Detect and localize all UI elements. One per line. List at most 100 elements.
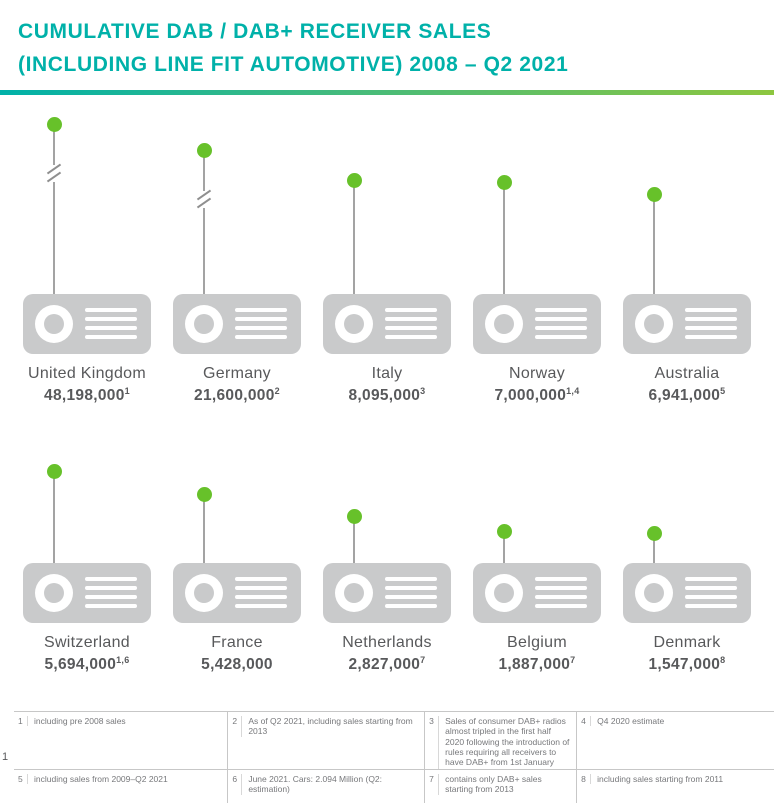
value-superscript: 1,6 [116,655,130,666]
radio-icon [623,563,751,624]
antenna-dot-icon [646,187,662,203]
radio-icon [623,294,751,355]
value-superscript: 2 [274,386,280,397]
footnote-7: 7 contains only DAB+ sales starting from … [425,769,578,803]
radio-pictogram [623,465,751,624]
value-superscript: 7 [570,655,576,666]
value-superscript: 5 [720,386,726,397]
value-superscript: 3 [420,386,426,397]
value-number: 7,000,000 [494,387,567,405]
value-label: 48,198,0001 [44,386,130,405]
footnotes-table: 1 including pre 2008 sales 2 As of Q2 2021… [14,711,774,803]
value-label: 2,827,0007 [349,655,426,674]
footnote-number: 3 [429,716,434,726]
radio-speaker-icon [335,305,373,344]
radio-speaker-icon [185,305,223,344]
value-label: 6,941,0005 [649,386,726,405]
value-label: 8,095,0003 [349,386,426,405]
footnote-number: 8 [581,774,586,784]
chart-column-australia: Australia 6,941,0005 [612,118,762,405]
antenna-line [346,509,362,564]
radio-speaker-icon [185,574,223,613]
value-number: 1,547,000 [648,656,721,674]
radio-grille-icon [385,577,437,613]
radio-speaker-icon [485,305,523,344]
value-number: 5,428,000 [201,656,273,674]
radio-icon [473,563,601,624]
footnote-number: 1 [18,716,23,726]
chart-row-2: Switzerland 5,694,0001,6 France 5,428,00… [12,464,762,674]
radio-icon [23,294,151,355]
footnote-text: contains only DAB+ sales starting from 2… [438,774,570,795]
chart-column-belgium: Belgium 1,887,0007 [462,465,612,674]
value-label: 1,887,0007 [499,655,576,674]
page-number: 1 [2,751,9,763]
footnote-4: 4 Q4 2020 estimate [577,712,774,769]
value-number: 6,941,000 [648,387,721,405]
value-label: 5,428,000 [201,655,273,674]
chart-column-united-kingdom: United Kingdom 48,198,0001 [12,117,162,405]
antenna-dot-icon [196,487,212,503]
country-label: Netherlands [342,634,432,652]
chart-column-italy: Italy 8,095,0003 [312,118,462,405]
radio-grille-icon [385,308,437,344]
radio-speaker-icon [485,574,523,613]
value-label: 21,600,0002 [194,386,280,405]
antenna-dot-icon [196,143,212,159]
radio-pictogram [173,118,301,355]
antenna-dot-icon [646,526,662,542]
value-label: 7,000,0001,4 [494,386,579,405]
chart-area: United Kingdom 48,198,0001 Germany 21,60… [0,117,774,674]
value-superscript: 1 [124,386,130,397]
value-label: 5,694,0001,6 [44,655,129,674]
footnote-number: 7 [429,774,434,784]
antenna-dot-icon [46,117,62,133]
radio-icon [173,294,301,355]
value-superscript: 8 [720,655,726,666]
radio-speaker-icon [335,574,373,613]
value-superscript: 1,4 [566,386,580,397]
country-label: Switzerland [43,634,130,652]
page-title-line2: (INCLUDING LINE FIT AUTOMOTIVE) 2008 – Q… [18,52,569,76]
radio-speaker-icon [635,305,673,344]
chart-column-switzerland: Switzerland 5,694,0001,6 [12,464,162,674]
axis-break-icon [46,163,62,184]
antenna-line [496,175,512,295]
antenna-line [346,173,362,295]
page-title-line1: CUMULATIVE DAB / DAB+ RECEIVER SALES [18,20,492,43]
antenna-dot-icon [346,173,362,189]
radio-grille-icon [685,577,737,613]
chart-column-france: France 5,428,000 [162,465,312,674]
radio-icon [23,563,151,624]
radio-grille-icon [85,308,137,344]
radio-grille-icon [85,577,137,613]
footnote-text: including sales starting from 2011 [590,774,723,785]
country-label: Norway [508,365,566,383]
chart-row-1: United Kingdom 48,198,0001 Germany 21,60… [12,117,762,405]
value-number: 2,827,000 [348,656,421,674]
antenna-line [46,464,62,564]
radio-pictogram [323,118,451,355]
footnote-2: 2 As of Q2 2021, including sales starting… [228,712,426,769]
country-label: France [211,634,263,652]
antenna-line [496,524,512,564]
footnote-6: 6 June 2021. Cars: 2.094 Million (Q2: est… [228,769,426,803]
country-label: Italy [371,365,403,383]
radio-icon [323,294,451,355]
value-superscript: 7 [420,655,426,666]
footnote-3: 3 Sales of consumer DAB+ radios almost tr… [425,712,578,769]
axis-break-icon [196,189,212,210]
country-label: Denmark [653,634,721,652]
value-number: 1,887,000 [498,656,571,674]
footnote-5: 5 including sales from 2009–Q2 2021 [14,769,229,803]
header: CUMULATIVE DAB / DAB+ RECEIVER SALES (IN… [0,0,774,81]
value-label: 1,547,0008 [649,655,726,674]
value-number: 21,600,000 [194,387,275,405]
radio-grille-icon [235,577,287,613]
radio-pictogram [23,464,151,624]
radio-pictogram [623,118,751,355]
antenna-dot-icon [496,524,512,540]
radio-speaker-icon [35,305,73,344]
radio-icon [473,294,601,355]
radio-pictogram [473,465,601,624]
